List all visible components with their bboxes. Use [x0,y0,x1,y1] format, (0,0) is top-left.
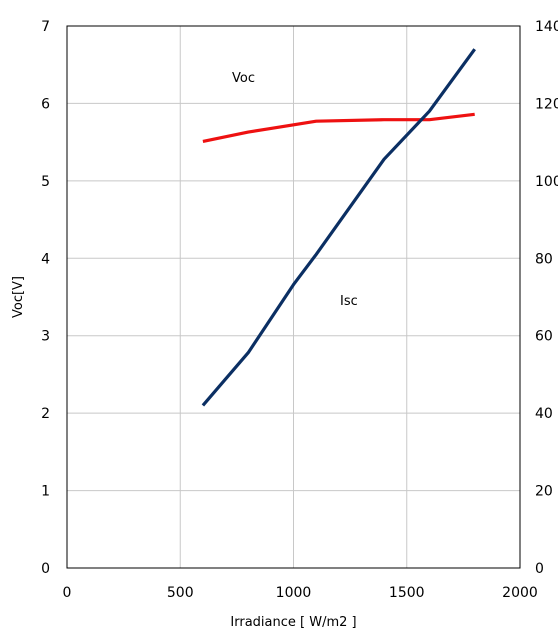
series-line-voc [202,112,475,143]
plot-frame [66,25,521,569]
y-right-tick-label: 60 [535,329,553,345]
y-right-tick-label: 20 [535,484,553,500]
y-right-tick-label: 40 [535,406,553,422]
x-tick-label: 0 [63,585,72,601]
x-axis-label: Irradiance [ W/m2 ] [230,615,356,630]
y-right-tick-label: 120 [535,96,558,112]
y-right-tick-label: 100 [535,174,558,190]
y-left-tick-label: 6 [41,96,50,112]
y-left-tick-label: 0 [41,561,50,577]
y-right-tick-label: 140 [535,19,558,35]
y-left-tick-label: 4 [41,251,50,267]
x-tick-label: 500 [167,585,194,601]
series-label-voc: Voc [232,71,255,86]
y-left-tick-label: 5 [41,174,50,190]
y-left-tick-label: 2 [41,406,50,422]
y-right-tick-label: 0 [535,561,544,577]
x-tick-label: 1000 [276,585,312,601]
x-tick-label: 1500 [389,585,425,601]
series-layer [201,48,476,407]
y-left-tick-label: 1 [41,484,50,500]
series-label-isc: Isc [340,294,358,309]
y-axis-label: Voc[V] [11,276,26,318]
tick-labels: 0 500 1000 1500 2000 0 1 2 3 4 5 6 7 0 20 40 60 80 100 120 1… [41,19,558,601]
grid [66,25,521,569]
y-right-tick-label: 80 [535,251,553,267]
y-left-tick-label: 7 [41,19,50,35]
y-left-tick-label: 3 [41,329,50,345]
x-tick-label: 2000 [502,585,538,601]
